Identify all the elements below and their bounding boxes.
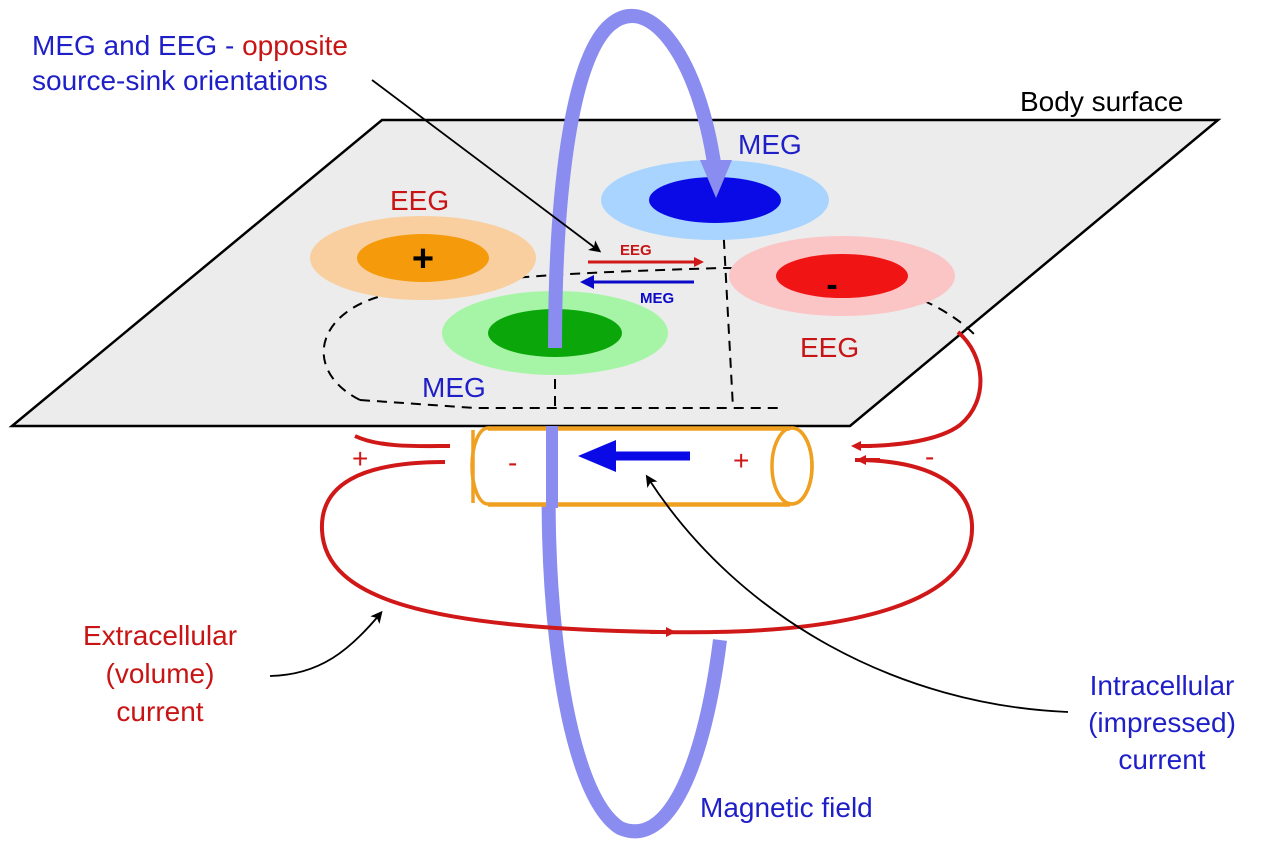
extracellular-plus: + [352, 443, 368, 474]
neuron-cylinder-right-end [770, 426, 814, 506]
neuron-cylinder-body [488, 430, 788, 503]
title: MEG and EEG - opposite [32, 30, 348, 61]
intracellular-pointer-arrow [645, 474, 1069, 713]
eeg-right-label: EEG [800, 332, 859, 363]
cylinder-plus: + [733, 445, 749, 476]
extracellular-label-line2: (volume) [106, 658, 215, 689]
eeg-negative-inner [776, 254, 908, 298]
intracellular-label-line2: (impressed) [1088, 707, 1236, 738]
meg-top-label: MEG [738, 129, 802, 160]
meg-arrow-label: MEG [640, 290, 674, 307]
meg-direction-arrowhead [580, 275, 594, 289]
extracellular-current-upper [859, 330, 983, 448]
title-pointer-arrow [371, 79, 602, 253]
extracellular-label-line3: current [116, 696, 203, 727]
meg-bottom-label: MEG [422, 372, 486, 403]
eeg-arrow-label: EEG [620, 242, 652, 259]
dashed-projection-ellipse-lower [359, 399, 782, 409]
magnetic-field-arrowhead [700, 160, 732, 198]
eeg-left-label: EEG [390, 185, 449, 216]
eeg-minus-symbol: - [826, 266, 837, 304]
cylinder-minus: - [508, 447, 517, 478]
title-part-meg-eeg: MEG and EEG - [32, 30, 242, 61]
extracellular-minus: - [925, 441, 934, 472]
eeg-plus-symbol: + [412, 238, 434, 280]
intracellular-label-line1: Intracellular [1090, 670, 1235, 701]
magnetic-field-label: Magnetic field [700, 792, 873, 823]
extracellular-current-left-stub [354, 434, 451, 449]
intracellular-label-line3: current [1118, 744, 1205, 775]
body-surface-plane [8, 118, 1222, 428]
body-surface-label: Body surface [1020, 86, 1183, 117]
magnetic-field-loop-lower [541, 419, 727, 839]
title-part-opposite: opposite [242, 30, 348, 61]
title-line2: source-sink orientations [32, 65, 328, 96]
extracellular-label-line1: Extracellular [83, 620, 237, 651]
meg-in-inner [649, 177, 781, 223]
magnetic-field-loop-upper [548, 8, 722, 349]
extracellular-pointer-arrow [269, 610, 383, 677]
eeg-positive-inner [357, 234, 489, 282]
intracellular-arrowhead [578, 440, 616, 472]
